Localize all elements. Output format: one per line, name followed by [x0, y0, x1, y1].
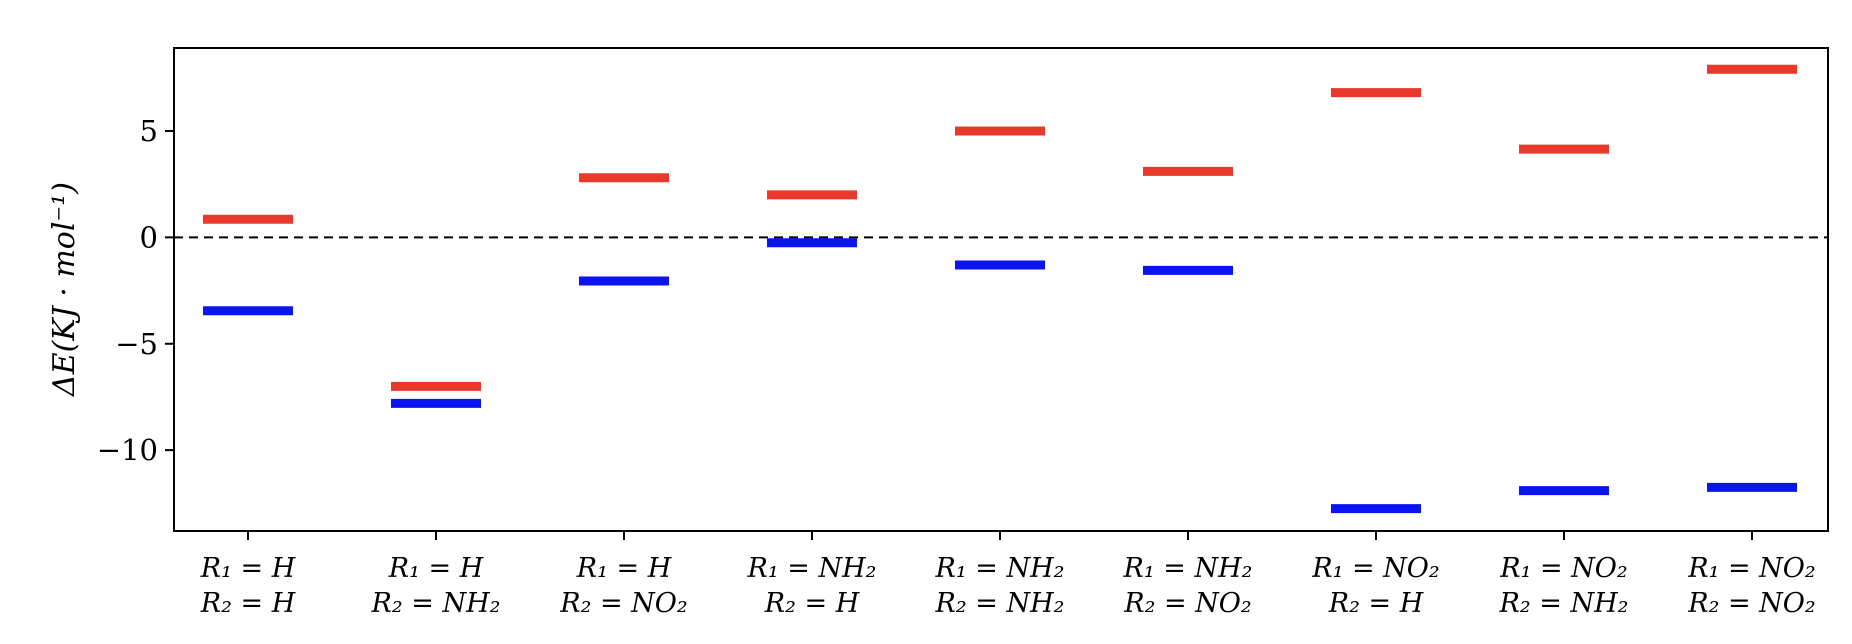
y-axis-label: ΔE(KJ · mol⁻¹) — [47, 182, 82, 397]
x-category-label-line1: R₁ = NH₂ — [935, 553, 1065, 584]
x-category-label-line1: R₁ = NH₂ — [747, 553, 877, 584]
x-category-label-line2: R₂ = NH₂ — [935, 588, 1065, 619]
x-category-label-line1: R₁ = NO₂ — [1311, 553, 1440, 584]
x-category-label-line2: R₂ = NO₂ — [1687, 588, 1816, 619]
plot-frame — [173, 47, 1829, 532]
x-axis: R₁ = H R₂ = H R₁ = H R₂ = NH₂ R₁ = H R₂ = NO₂… — [200, 531, 1816, 619]
x-category-label-line2: R₂ = H — [764, 588, 860, 619]
x-category-label-line1: R₁ = H — [576, 553, 672, 584]
y-tick-label: −5 — [115, 327, 158, 361]
x-category-label-line2: R₂ = NO₂ — [1123, 588, 1252, 619]
x-category-label-line2: R₂ = NO₂ — [559, 588, 688, 619]
x-category-label-line2: R₂ = H — [200, 588, 296, 619]
x-category-label-line2: R₂ = NH₂ — [371, 588, 501, 619]
x-category-label-line1: R₁ = H — [200, 553, 296, 584]
y-tick-label: −10 — [97, 433, 158, 467]
x-category-label-line1: R₁ = H — [388, 553, 484, 584]
y-axis: 5 0 −5 −10 — [97, 114, 174, 467]
x-category-label-line1: R₁ = NO₂ — [1499, 553, 1628, 584]
y-tick-label: 5 — [140, 114, 158, 148]
x-category-label-line1: R₁ = NO₂ — [1687, 553, 1816, 584]
chart-marks — [174, 64, 1828, 514]
x-category-label-line2: R₂ = H — [1328, 588, 1424, 619]
x-category-label-line2: R₂ = NH₂ — [1499, 588, 1629, 619]
x-category-label-line1: R₁ = NH₂ — [1123, 553, 1253, 584]
y-tick-label: 0 — [140, 220, 158, 254]
